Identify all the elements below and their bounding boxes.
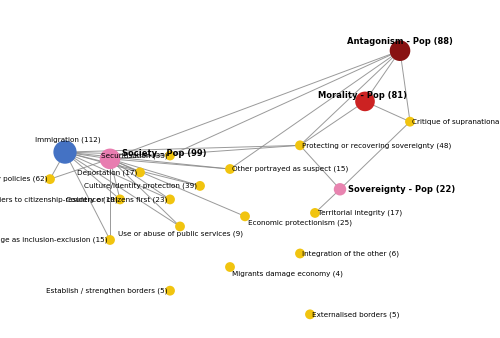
Text: Integration of the other (6): Integration of the other (6)	[302, 250, 400, 257]
Point	[61, 149, 69, 155]
Text: Immigration (112): Immigration (112)	[35, 137, 100, 143]
Text: Externalised borders (5): Externalised borders (5)	[312, 311, 400, 318]
Point	[166, 197, 174, 202]
Text: Use or abuse of public services (9): Use or abuse of public services (9)	[118, 230, 242, 237]
Text: Country or citizens first (23): Country or citizens first (23)	[66, 196, 168, 203]
Point	[336, 187, 344, 192]
Text: Securitisation (33): Securitisation (33)	[101, 152, 168, 159]
Point	[196, 183, 204, 189]
Point	[226, 166, 234, 172]
Point	[106, 237, 114, 243]
Text: Deportation (17): Deportation (17)	[77, 169, 138, 176]
Point	[166, 288, 174, 293]
Text: Other portrayed as suspect (15): Other portrayed as suspect (15)	[232, 166, 349, 172]
Text: Morality - Pop (81): Morality - Pop (81)	[318, 91, 406, 100]
Point	[406, 119, 414, 124]
Text: Culture/identity protection (39): Culture/identity protection (39)	[84, 183, 198, 189]
Text: Antagonism - Pop (88): Antagonism - Pop (88)	[347, 37, 453, 46]
Point	[46, 176, 54, 182]
Text: Sovereignty - Pop (22): Sovereignty - Pop (22)	[348, 185, 455, 194]
Point	[296, 251, 304, 256]
Point	[226, 264, 234, 270]
Point	[116, 197, 124, 202]
Point	[396, 48, 404, 53]
Text: Language as inclusion-exclusion (15): Language as inclusion-exclusion (15)	[0, 237, 108, 243]
Text: Exclusionary-discriminatory policies (62): Exclusionary-discriminatory policies (62…	[0, 176, 48, 183]
Point	[361, 99, 369, 104]
Point	[176, 224, 184, 229]
Point	[311, 210, 319, 216]
Text: Critique of supranational authorities (36): Critique of supranational authorities (3…	[412, 118, 500, 125]
Point	[306, 312, 314, 317]
Text: Protecting or recovering sovereignty (48): Protecting or recovering sovereignty (48…	[302, 142, 452, 149]
Text: Establish / strengthen borders (5): Establish / strengthen borders (5)	[46, 287, 168, 294]
Text: Migrants damage economy (4): Migrants damage economy (4)	[232, 271, 344, 277]
Text: Territorial integrity (17): Territorial integrity (17)	[318, 210, 402, 216]
Text: Barriers to citizenship-residence (19): Barriers to citizenship-residence (19)	[0, 196, 118, 203]
Point	[136, 170, 144, 175]
Point	[241, 214, 249, 219]
Text: Society - Pop (99): Society - Pop (99)	[122, 149, 207, 158]
Point	[106, 156, 114, 162]
Point	[296, 143, 304, 148]
Text: Economic protectionism (25): Economic protectionism (25)	[248, 220, 352, 226]
Point	[166, 153, 174, 158]
